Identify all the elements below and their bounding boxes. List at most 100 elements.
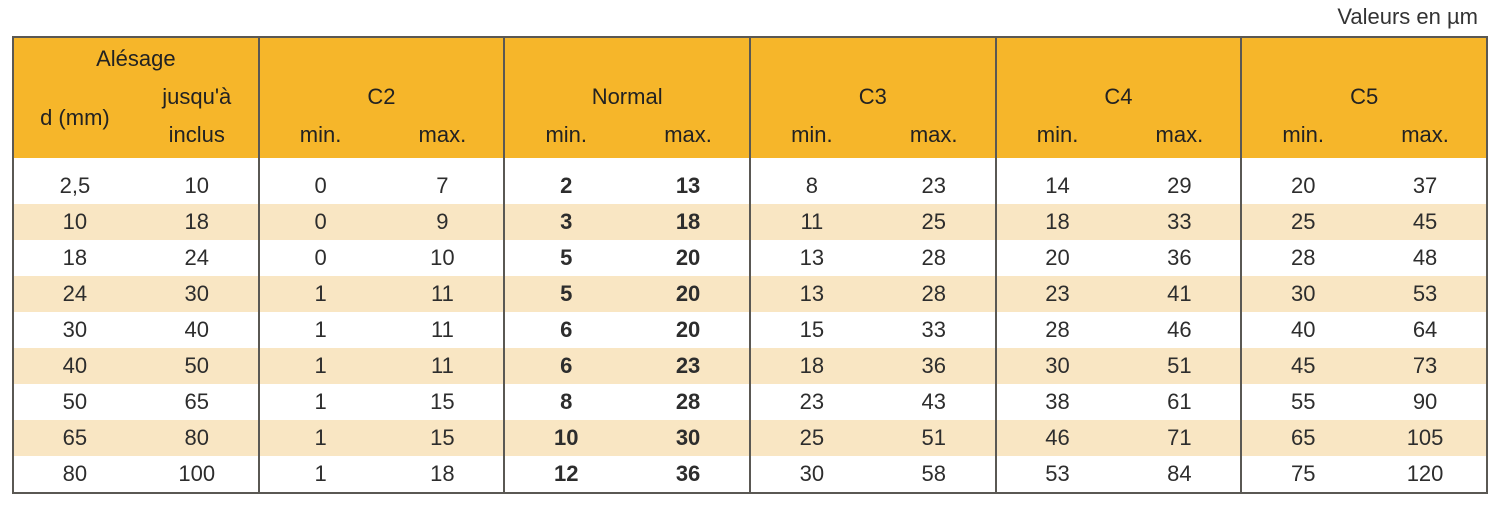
cell-c2-max: 15 bbox=[381, 384, 504, 420]
spacer-cell bbox=[136, 158, 259, 168]
cell-c3-max: 23 bbox=[873, 168, 996, 204]
spacer-cell bbox=[504, 158, 627, 168]
cell-c3-max: 43 bbox=[873, 384, 996, 420]
cell-c2-min: 1 bbox=[259, 384, 382, 420]
cell-c3-min: 23 bbox=[750, 384, 873, 420]
cell-c3-min: 13 bbox=[750, 276, 873, 312]
cell-d: 40 bbox=[13, 348, 136, 384]
cell-c4-min: 14 bbox=[996, 168, 1119, 204]
cell-c4-min: 30 bbox=[996, 348, 1119, 384]
cell-c4-max: 61 bbox=[1118, 384, 1241, 420]
header-group-c4: C4 bbox=[996, 78, 1242, 116]
cell-c3-max: 36 bbox=[873, 348, 996, 384]
spacer-cell bbox=[13, 158, 136, 168]
cell-normal-max: 20 bbox=[627, 276, 750, 312]
cell-normal-max: 20 bbox=[627, 312, 750, 348]
cell-c3-min: 11 bbox=[750, 204, 873, 240]
header-jusqua-top: jusqu'à bbox=[136, 78, 259, 116]
header-c5-max: max. bbox=[1364, 116, 1487, 158]
header-c2-min: min. bbox=[259, 116, 382, 158]
table-row: 8010011812363058538475120 bbox=[13, 456, 1487, 493]
header-d-mm: d (mm) bbox=[13, 78, 136, 158]
header-spacer bbox=[996, 37, 1242, 78]
cell-c2-min: 1 bbox=[259, 276, 382, 312]
cell-c2-min: 0 bbox=[259, 204, 382, 240]
table-row: 658011510302551467165105 bbox=[13, 420, 1487, 456]
cell-c4-max: 71 bbox=[1118, 420, 1241, 456]
cell-c4-min: 18 bbox=[996, 204, 1119, 240]
cell-c5-max: 48 bbox=[1364, 240, 1487, 276]
cell-c5-min: 45 bbox=[1241, 348, 1364, 384]
spacer-cell bbox=[381, 158, 504, 168]
cell-c4-max: 84 bbox=[1118, 456, 1241, 493]
cell-c3-min: 30 bbox=[750, 456, 873, 493]
cell-d: 24 bbox=[13, 276, 136, 312]
cell-d: 18 bbox=[13, 240, 136, 276]
cell-normal-min: 12 bbox=[504, 456, 627, 493]
cell-c3-max: 28 bbox=[873, 276, 996, 312]
cell-c5-max: 120 bbox=[1364, 456, 1487, 493]
cell-c2-min: 0 bbox=[259, 240, 382, 276]
cell-normal-min: 6 bbox=[504, 348, 627, 384]
cell-d: 30 bbox=[13, 312, 136, 348]
cell-c5-max: 37 bbox=[1364, 168, 1487, 204]
cell-d: 80 bbox=[13, 456, 136, 493]
header-jusqua-bot: inclus bbox=[136, 116, 259, 158]
header-group-c2: C2 bbox=[259, 78, 505, 116]
cell-to: 18 bbox=[136, 204, 259, 240]
cell-normal-max: 30 bbox=[627, 420, 750, 456]
header-normal-max: max. bbox=[627, 116, 750, 158]
cell-c5-max: 64 bbox=[1364, 312, 1487, 348]
cell-c4-min: 46 bbox=[996, 420, 1119, 456]
cell-c3-min: 25 bbox=[750, 420, 873, 456]
cell-to: 50 bbox=[136, 348, 259, 384]
cell-c4-max: 51 bbox=[1118, 348, 1241, 384]
spacer-cell bbox=[996, 158, 1119, 168]
spacer-cell bbox=[259, 158, 382, 168]
header-group-normal: Normal bbox=[504, 78, 750, 116]
cell-c5-min: 65 bbox=[1241, 420, 1364, 456]
header-group-c3: C3 bbox=[750, 78, 996, 116]
cell-c2-max: 11 bbox=[381, 276, 504, 312]
cell-c5-min: 55 bbox=[1241, 384, 1364, 420]
header-c3-max: max. bbox=[873, 116, 996, 158]
cell-c3-max: 51 bbox=[873, 420, 996, 456]
cell-c2-max: 11 bbox=[381, 312, 504, 348]
cell-c2-max: 18 bbox=[381, 456, 504, 493]
header-normal-min: min. bbox=[504, 116, 627, 158]
cell-c2-max: 7 bbox=[381, 168, 504, 204]
table-row: 2430111520132823413053 bbox=[13, 276, 1487, 312]
cell-c2-min: 0 bbox=[259, 168, 382, 204]
cell-c2-min: 1 bbox=[259, 420, 382, 456]
table-header: Alésage d (mm)jusqu'àC2NormalC3C4C5inclu… bbox=[13, 37, 1487, 158]
spacer-cell bbox=[873, 158, 996, 168]
cell-to: 30 bbox=[136, 276, 259, 312]
cell-c3-min: 8 bbox=[750, 168, 873, 204]
cell-c3-max: 58 bbox=[873, 456, 996, 493]
cell-c2-min: 1 bbox=[259, 312, 382, 348]
cell-c2-max: 10 bbox=[381, 240, 504, 276]
cell-c3-max: 33 bbox=[873, 312, 996, 348]
cell-normal-min: 5 bbox=[504, 240, 627, 276]
cell-c4-max: 33 bbox=[1118, 204, 1241, 240]
cell-normal-min: 2 bbox=[504, 168, 627, 204]
cell-c5-max: 73 bbox=[1364, 348, 1487, 384]
cell-c3-max: 28 bbox=[873, 240, 996, 276]
cell-c5-max: 105 bbox=[1364, 420, 1487, 456]
spacer-cell bbox=[1364, 158, 1487, 168]
table-caption: Valeurs en µm bbox=[12, 0, 1488, 36]
cell-c4-min: 20 bbox=[996, 240, 1119, 276]
cell-normal-max: 36 bbox=[627, 456, 750, 493]
cell-c4-min: 53 bbox=[996, 456, 1119, 493]
header-group-c5: C5 bbox=[1241, 78, 1487, 116]
cell-d: 50 bbox=[13, 384, 136, 420]
header-spacer bbox=[259, 37, 505, 78]
cell-c4-max: 41 bbox=[1118, 276, 1241, 312]
cell-c5-max: 90 bbox=[1364, 384, 1487, 420]
cell-c2-max: 11 bbox=[381, 348, 504, 384]
cell-c2-max: 15 bbox=[381, 420, 504, 456]
cell-c3-min: 15 bbox=[750, 312, 873, 348]
cell-normal-max: 23 bbox=[627, 348, 750, 384]
header-c2-max: max. bbox=[381, 116, 504, 158]
header-c5-min: min. bbox=[1241, 116, 1364, 158]
